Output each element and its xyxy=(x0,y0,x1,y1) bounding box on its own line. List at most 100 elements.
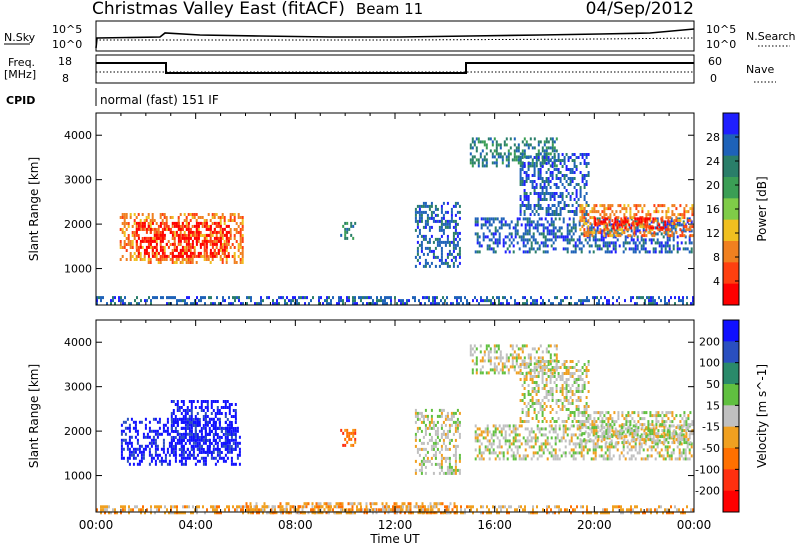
power-cell-9 xyxy=(306,296,308,300)
power-cell-6 xyxy=(588,250,591,254)
power-cell-0 xyxy=(123,213,126,216)
power-cell-5 xyxy=(573,165,576,168)
power-cell-5 xyxy=(559,195,562,198)
velocity-cell-0 xyxy=(156,429,159,433)
power-cell-6 xyxy=(642,244,645,248)
velocity-cell-0 xyxy=(128,456,131,460)
velocity-cell-3 xyxy=(422,435,425,439)
velocity-cell-3 xyxy=(418,438,421,442)
velocity-cell-0 xyxy=(124,438,127,442)
power-cell-5 xyxy=(547,159,550,162)
velocity-cell-4 xyxy=(487,344,490,348)
power-cell-7 xyxy=(657,228,660,232)
velocity-cell-6 xyxy=(628,457,631,461)
velocity-cell-3 xyxy=(414,468,417,472)
power-cell-7 xyxy=(649,219,652,223)
power-cell-1 xyxy=(139,245,142,249)
power-cell-7 xyxy=(649,216,652,220)
velocity-cell-0 xyxy=(194,435,197,439)
velocity-cell-6 xyxy=(486,433,489,437)
velocity-cell-0 xyxy=(162,426,165,430)
power-cell-5 xyxy=(565,195,568,198)
power-cell-0 xyxy=(185,219,188,222)
power-cell-6 xyxy=(528,223,531,227)
velocity-cell-0 xyxy=(188,423,191,427)
power-cell-0 xyxy=(197,228,200,231)
velocity-cell-5 xyxy=(585,408,588,411)
velocity-cell-1 xyxy=(172,430,175,433)
velocity-cell-1 xyxy=(234,445,237,448)
velocity-cell-4 xyxy=(511,344,514,348)
power-cell-4 xyxy=(531,158,534,162)
velocity-cell-2 xyxy=(348,431,351,435)
power-cell-5 xyxy=(577,204,580,207)
power-cell-3 xyxy=(418,261,421,265)
power-cell-0 xyxy=(229,246,232,249)
power-cell-5 xyxy=(555,207,558,210)
power-cell-9 xyxy=(432,299,434,303)
power-cell-0 xyxy=(241,237,244,240)
power-cell-4 xyxy=(501,161,504,165)
power-cell-4 xyxy=(503,143,506,147)
power-cell-5 xyxy=(561,192,564,195)
velocity-cell-6 xyxy=(532,451,535,455)
velocity-cell-0 xyxy=(154,462,157,466)
power-cell-6 xyxy=(476,238,479,242)
power-colorbar-segment xyxy=(723,262,739,285)
power-cell-7 xyxy=(675,231,678,235)
power-cell-4 xyxy=(475,146,478,150)
power-cell-5 xyxy=(571,180,574,183)
power-cell-0 xyxy=(125,243,128,246)
power-cell-6 xyxy=(634,226,637,230)
power-cell-6 xyxy=(596,229,599,233)
power-cell-3 xyxy=(430,234,433,238)
velocity-cell-5 xyxy=(575,369,578,372)
power-cell-0 xyxy=(203,258,206,261)
power-cell-0 xyxy=(155,228,158,231)
velocity-cell-5 xyxy=(581,378,584,381)
power-cell-9 xyxy=(204,302,206,306)
power-cell-5 xyxy=(551,171,554,174)
velocity-cell-6 xyxy=(574,445,577,449)
velocity-cell-5 xyxy=(523,363,526,366)
power-cell-9 xyxy=(238,296,240,300)
power-cell-9 xyxy=(506,299,508,303)
power-cell-3 xyxy=(428,216,431,220)
velocity-cell-6 xyxy=(490,442,493,446)
power-cell-6 xyxy=(600,229,603,233)
velocity-cell-0 xyxy=(156,444,159,448)
velocity-cell-3 xyxy=(458,456,461,460)
power-cell-7 xyxy=(637,210,640,214)
power-cell-9 xyxy=(168,302,170,306)
velocity-cell-1 xyxy=(190,421,193,424)
power-cell-6 xyxy=(502,238,505,242)
velocity-cell-6 xyxy=(630,448,633,452)
power-cell-0 xyxy=(219,249,222,252)
velocity-cell-1 xyxy=(234,415,237,418)
power-cell-9 xyxy=(338,302,340,306)
power-cell-9 xyxy=(638,296,640,300)
power-cell-6 xyxy=(664,247,667,251)
power-cell-3 xyxy=(436,243,439,247)
velocity-cell-3 xyxy=(446,471,449,475)
power-cell-6 xyxy=(606,247,609,251)
power-cell-0 xyxy=(123,240,126,243)
velocity-cell-1 xyxy=(212,439,215,442)
power-cell-7 xyxy=(611,219,614,223)
power-cell-5 xyxy=(569,210,572,213)
velocity-cell-0 xyxy=(120,447,123,451)
power-cell-0 xyxy=(241,222,244,225)
power-cell-6 xyxy=(686,247,689,251)
power-cell-8 xyxy=(660,217,663,221)
velocity-cell-3 xyxy=(422,441,425,445)
power-cell-7 xyxy=(673,219,676,223)
velocity-cell-3 xyxy=(414,438,417,442)
velocity-cell-4 xyxy=(491,368,494,372)
power-cell-3 xyxy=(452,249,455,253)
velocity-cell-1 xyxy=(196,448,199,451)
power-cell-0 xyxy=(213,216,216,219)
power-cell-1 xyxy=(143,224,146,228)
power-cell-0 xyxy=(233,219,236,222)
velocity-cell-3 xyxy=(456,426,459,430)
velocity-cell-0 xyxy=(142,456,145,460)
